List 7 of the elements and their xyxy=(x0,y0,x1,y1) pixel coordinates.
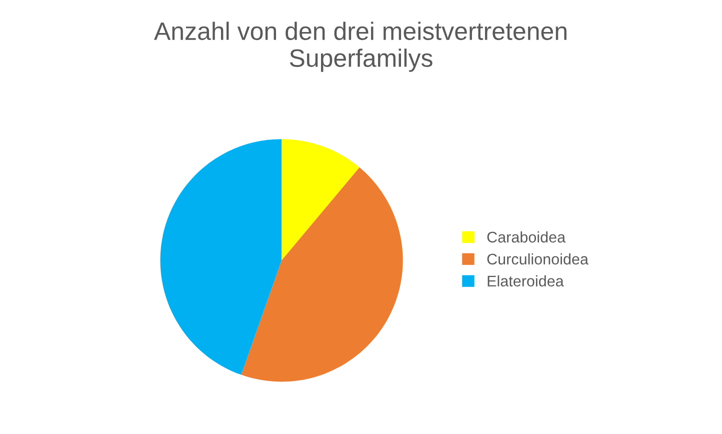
pie-slice xyxy=(241,167,403,382)
pie-slice xyxy=(282,139,360,260)
pie-slice xyxy=(160,139,282,375)
legend-label: Elateroidea xyxy=(488,275,564,287)
chart-title: Anzahl von den drei meistvertretenen Superfamilys xyxy=(154,22,566,72)
legend-label: Caraboidea xyxy=(487,231,566,243)
legend-label: Curculionoidea xyxy=(487,253,588,265)
